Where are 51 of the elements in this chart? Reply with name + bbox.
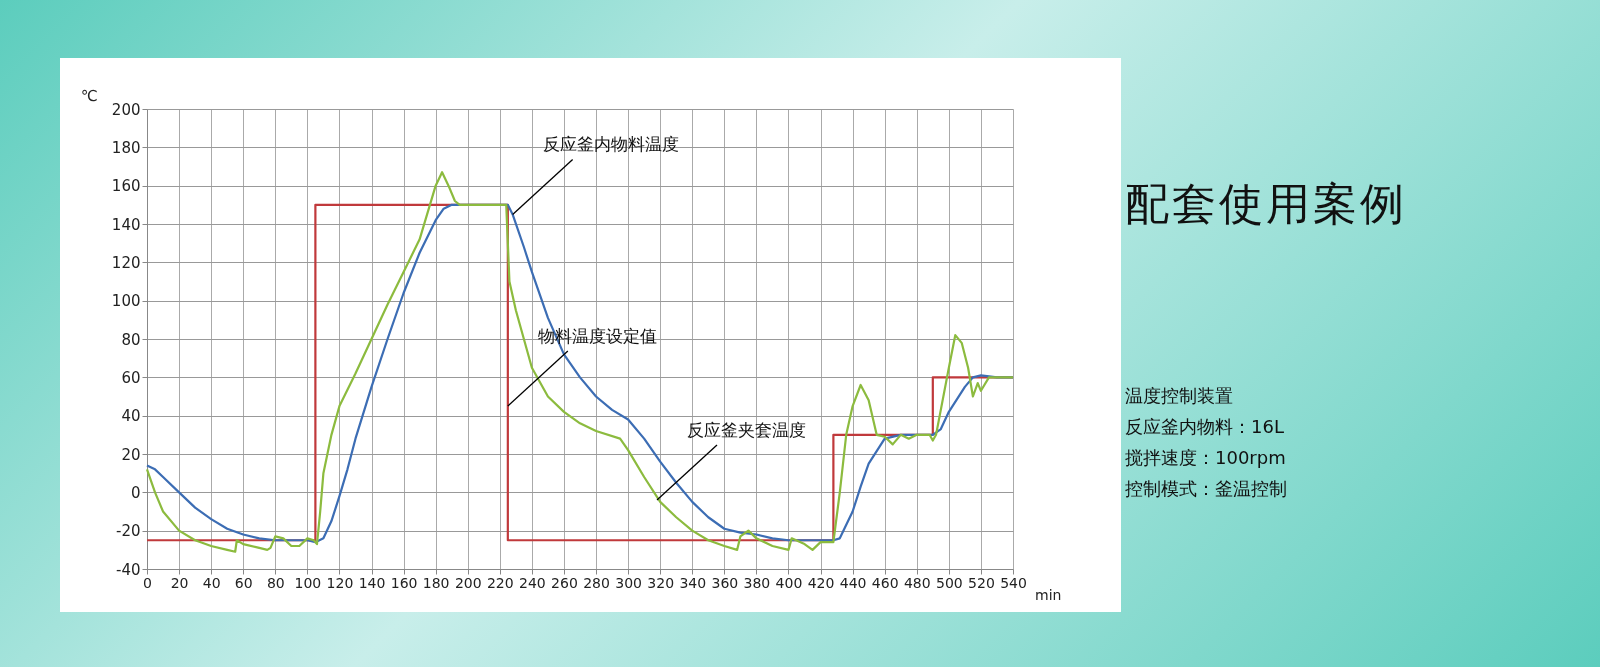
y-tick-label: 140 — [111, 215, 141, 234]
y-tick-label: 120 — [111, 253, 141, 272]
text: 反应釜内物料：16L — [1125, 415, 1285, 439]
text: 温度控制装置 — [1125, 384, 1234, 408]
x-tick-label: 100 — [294, 574, 322, 591]
y-tick-label: 0 — [130, 483, 141, 502]
x-tick-label: 320 — [647, 574, 675, 591]
x-tick-label: 120 — [326, 574, 354, 591]
x-tick-label: 340 — [679, 574, 707, 591]
x-tick-label: 480 — [903, 574, 931, 591]
x-tick-label: 240 — [519, 574, 546, 591]
x-tick-label: 280 — [583, 574, 610, 591]
text: 搅拌速度：100rpm — [1125, 446, 1287, 470]
x-tick-label: 200 — [454, 574, 482, 591]
x-tick-label: 380 — [743, 574, 771, 591]
y-tick-label: 20 — [121, 445, 141, 464]
x-tick-label: 420 — [807, 574, 835, 591]
x-tick-label: 180 — [422, 574, 450, 591]
x-tick-label: 140 — [358, 574, 386, 591]
x-tick-label: 0 — [143, 574, 152, 591]
y-tick-label: 40 — [121, 407, 141, 426]
x-tick-label: 20 — [170, 574, 189, 591]
y-tick-label: 100 — [111, 292, 141, 311]
x-tick-label: 60 — [234, 574, 253, 591]
x-tick-label: 40 — [202, 574, 221, 591]
y-tick-label: -20 — [116, 522, 141, 541]
x-axis-title: min — [1035, 586, 1062, 603]
x-tick-label: 400 — [775, 574, 803, 591]
x-tick-label: 500 — [935, 574, 963, 591]
y-tick-label: -40 — [116, 560, 141, 579]
x-tick-label: 160 — [390, 574, 418, 591]
x-tick-label: 300 — [615, 574, 642, 591]
y-axis-title: ℃ — [81, 86, 98, 105]
x-tick-label: 440 — [839, 574, 867, 591]
y-tick-label: 160 — [111, 177, 141, 196]
text: 控制模式：釜温控制 — [1125, 477, 1288, 501]
x-tick-label: 80 — [266, 574, 285, 591]
text: 配套使用案例 — [1125, 177, 1407, 231]
annotation: 反应釜内物料温度 — [542, 134, 679, 155]
x-tick-label: 260 — [551, 574, 578, 591]
y-tick-label: 200 — [111, 100, 141, 119]
y-tick-label: 80 — [121, 330, 141, 349]
y-tick-label: 180 — [111, 138, 141, 157]
y-tick-label: 60 — [121, 368, 141, 387]
x-tick-label: 360 — [711, 574, 739, 591]
x-tick-label: 540 — [1000, 574, 1027, 591]
x-tick-label: 460 — [871, 574, 899, 591]
x-tick-label: 220 — [486, 574, 514, 591]
annotation: 物料温度设定值 — [537, 326, 657, 347]
x-tick-label: 520 — [968, 574, 995, 591]
annotation: 反应釜夹套温度 — [686, 420, 806, 440]
